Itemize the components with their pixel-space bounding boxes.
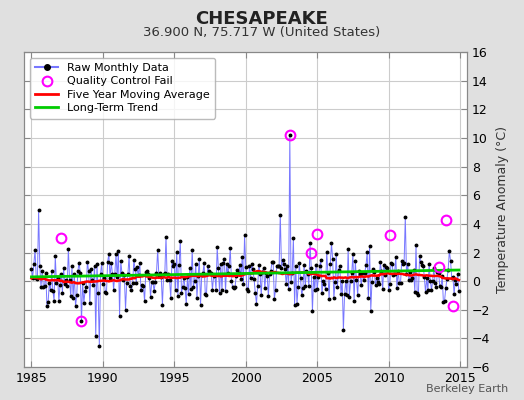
Y-axis label: Temperature Anomaly (°C): Temperature Anomaly (°C)	[496, 126, 509, 293]
Text: CHESAPEAKE: CHESAPEAKE	[195, 10, 329, 28]
Text: Berkeley Earth: Berkeley Earth	[426, 384, 508, 394]
Legend: Raw Monthly Data, Quality Control Fail, Five Year Moving Average, Long-Term Tren: Raw Monthly Data, Quality Control Fail, …	[30, 58, 215, 119]
Text: 36.900 N, 75.717 W (United States): 36.900 N, 75.717 W (United States)	[144, 26, 380, 39]
